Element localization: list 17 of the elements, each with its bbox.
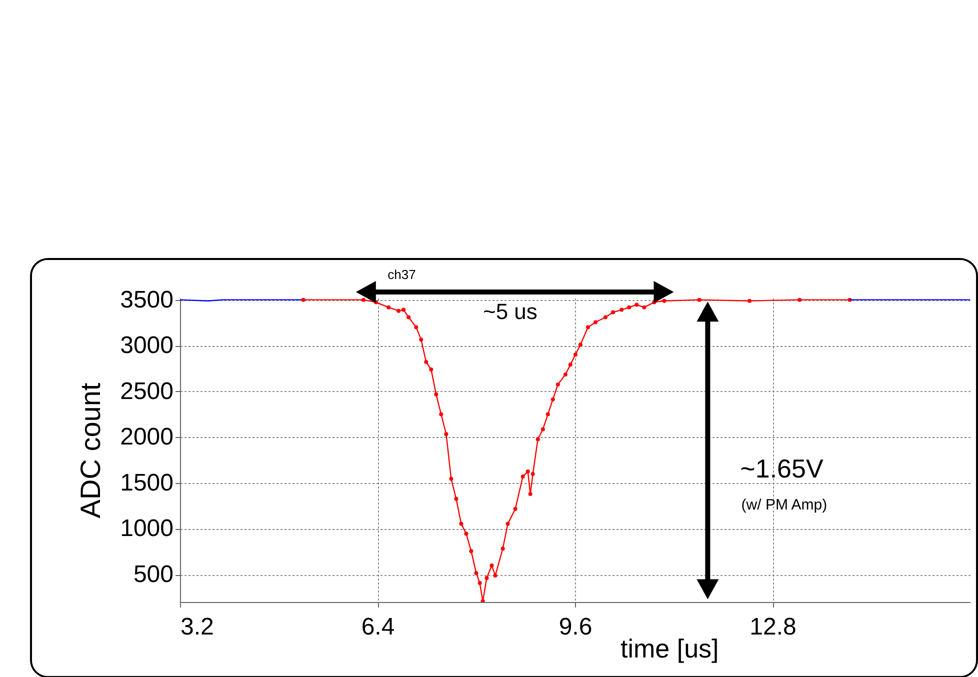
y-tick-label: 3000: [120, 332, 174, 360]
y-axis-title: ADC count: [75, 382, 106, 518]
y-tick-label: 2000: [120, 424, 174, 451]
x-tick-label: 3.2: [180, 614, 214, 640]
y-tick-label: 2500: [120, 378, 174, 405]
y-tick-label: 1000: [120, 515, 174, 542]
y-tick-label: 500: [133, 561, 174, 588]
x-tick-label: 9.6: [558, 614, 592, 640]
annotation: ~1.65V: [740, 454, 824, 485]
annotation: ~5 us: [482, 298, 538, 325]
annotation: (w/ PM Amp): [741, 496, 828, 514]
y-tick-label: 1500: [120, 469, 174, 496]
y-tick-label: 3500: [120, 286, 174, 314]
x-tick-label: 12.8: [750, 614, 796, 640]
x-tick-label: 6.4: [361, 614, 395, 640]
chart-title: ch37: [388, 266, 416, 282]
x-axis-title: time [us]: [620, 634, 719, 664]
